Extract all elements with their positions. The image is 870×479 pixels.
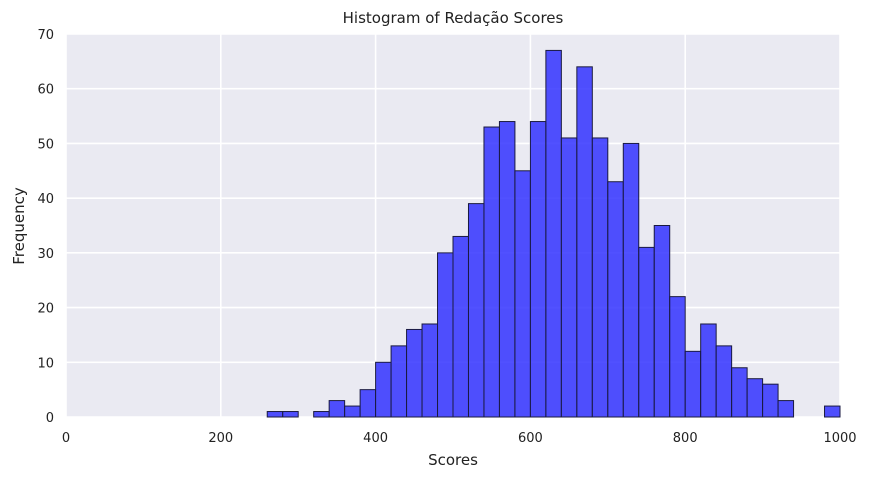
x-tick-label: 400 bbox=[363, 431, 388, 446]
histogram-bar bbox=[638, 246, 655, 418]
y-tick-label: 50 bbox=[37, 137, 54, 152]
x-tick-label: 0 bbox=[62, 431, 70, 446]
histogram-bar bbox=[313, 411, 330, 418]
histogram-bar bbox=[731, 367, 748, 418]
x-tick-label: 200 bbox=[208, 431, 233, 446]
x-axis-label: Scores bbox=[428, 451, 478, 469]
histogram-bar bbox=[421, 323, 439, 418]
histogram-bar bbox=[514, 170, 531, 418]
chart-title: Histogram of Redação Scores bbox=[343, 9, 564, 27]
histogram-bar bbox=[715, 345, 733, 418]
histogram-bar bbox=[824, 405, 841, 418]
histogram-bar bbox=[390, 345, 408, 418]
tick-labels: 0 200 400 600 800 1000 0 10 20 30 40 50 60 70 bbox=[37, 28, 856, 446]
histogram-bar bbox=[266, 411, 284, 418]
y-tick-label: 0 bbox=[46, 411, 54, 426]
histogram-bar bbox=[762, 383, 779, 418]
y-axis-label: Frequency bbox=[10, 187, 28, 265]
histogram-bar bbox=[529, 121, 547, 418]
histogram-bar bbox=[560, 137, 578, 418]
histogram-bar bbox=[545, 49, 562, 418]
x-tick-label: 600 bbox=[518, 431, 543, 446]
histogram-bar bbox=[467, 203, 485, 418]
y-tick-label: 20 bbox=[37, 302, 54, 317]
histogram-bar bbox=[498, 121, 516, 418]
y-tick-label: 60 bbox=[37, 83, 54, 98]
histogram-bar bbox=[483, 126, 500, 418]
histogram-bar bbox=[282, 411, 299, 418]
histogram-bar bbox=[777, 400, 795, 418]
histogram-bar bbox=[622, 142, 640, 418]
histogram-bar bbox=[607, 181, 624, 418]
x-tick-label: 1000 bbox=[823, 431, 856, 446]
histogram-bar bbox=[591, 137, 609, 418]
histogram-bar bbox=[437, 252, 454, 418]
histogram-bar bbox=[344, 405, 361, 418]
histogram-bar bbox=[653, 225, 671, 418]
y-tick-label: 40 bbox=[37, 192, 54, 207]
y-tick-label: 30 bbox=[37, 247, 54, 262]
x-tick-label: 800 bbox=[673, 431, 698, 446]
histogram-bar bbox=[684, 350, 702, 418]
histogram-bars bbox=[266, 49, 841, 418]
histogram-bar bbox=[700, 323, 717, 418]
histogram-bar bbox=[576, 66, 593, 418]
histogram-bar bbox=[746, 378, 764, 418]
histogram-bar bbox=[669, 296, 686, 418]
histogram-bar bbox=[406, 328, 423, 418]
y-tick-label: 10 bbox=[37, 356, 54, 371]
y-tick-label: 70 bbox=[37, 28, 54, 43]
histogram-bar bbox=[375, 361, 392, 418]
histogram-bar bbox=[328, 400, 346, 418]
histogram-bar bbox=[359, 389, 377, 418]
histogram-bar bbox=[452, 235, 469, 418]
